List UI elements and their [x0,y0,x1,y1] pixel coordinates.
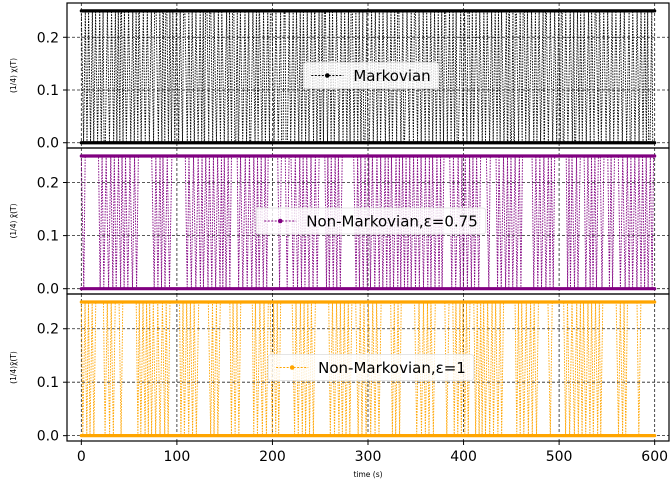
y-axis-label: (1/4) χ(T) [9,58,18,93]
x-tick-label: 100 [164,449,191,465]
y-tick-label: 0.0 [37,429,59,445]
x-tick-label: 0 [77,449,86,465]
y-tick-label: 0.2 [37,176,59,192]
y-tick-label: 0.1 [37,229,59,245]
x-tick-label: 400 [450,449,477,465]
panel-2: Non-Markovian,ε=0.75 0.0 0.1 0.2 (1/4) χ̃(T) [9,147,670,298]
y-tick-label: 0.2 [37,322,59,338]
y-axis-label: (1/4)χ̃(T) [9,351,18,384]
x-axis-label: time (s) [353,470,382,479]
panel-3: Non-Markovian,ε=1 0.0 0.1 0.2 (1/4)χ̃(T) [9,293,670,445]
y-tick-label: 0.0 [37,282,59,298]
x-tick-label: 600 [641,449,668,465]
y-tick-label: 0.2 [37,30,59,46]
legend-marker [325,73,330,78]
legend-label: Non-Markovian,ε=0.75 [306,213,478,231]
legend-box [255,207,487,235]
legend-box [267,354,475,381]
x-tick-label: 200 [259,449,286,465]
legend-marker [289,365,295,370]
y-tick-label: 0.1 [37,83,59,99]
panel-1: Markovian 0.0 0.1 0.2 (1/4) χ(T) [9,2,670,152]
y-tick-label: 0.0 [37,136,59,152]
legend-label: Markovian [353,67,430,85]
y-tick-label: 0.1 [37,375,59,391]
y-axis-label: (1/4) χ̃(T) [9,203,18,238]
x-tick-label: 500 [546,449,573,465]
legend-box [302,62,440,89]
x-tick-label: 300 [355,449,382,465]
legend-marker [277,218,283,224]
legend-label: Non-Markovian,ε=1 [318,359,466,377]
